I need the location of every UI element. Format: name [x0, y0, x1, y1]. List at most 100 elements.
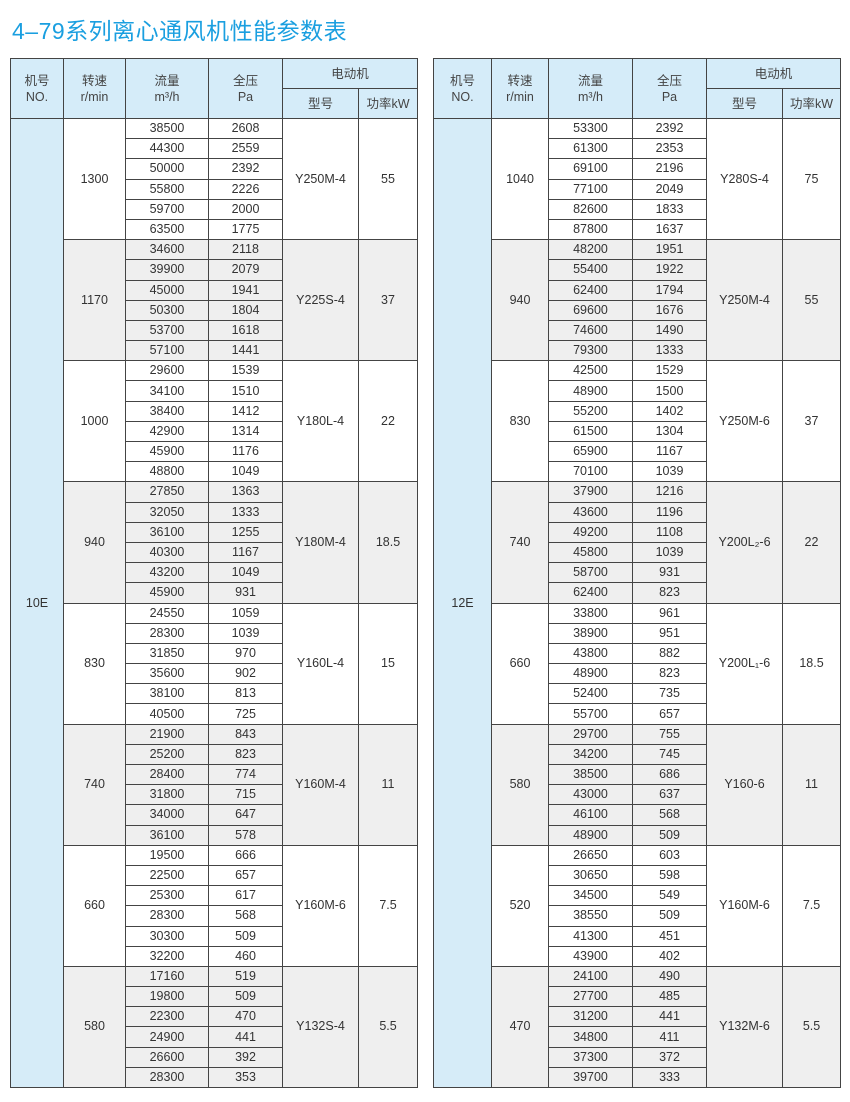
flow-cell: 55400 [548, 259, 633, 281]
motor-power-cell: 37 [357, 239, 419, 362]
table-row: 1000 29600 1539 Y180L-4 22 [11, 360, 419, 483]
motor-model-cell: Y180M-4 [282, 481, 359, 604]
table-row: 30300 509 [11, 925, 418, 947]
flow-cell: 25200 [125, 743, 209, 766]
flow-cell: 45900 [125, 440, 209, 463]
flow-cell: 29600 [125, 360, 209, 382]
flow-cell: 31200 [548, 1006, 633, 1028]
pressure-cell: 1529 [632, 360, 707, 382]
pressure-cell: 603 [632, 844, 707, 866]
flow-cell: 27850 [125, 481, 209, 503]
header-speed: 转速 r/min [63, 58, 126, 119]
flow-cell: 43000 [548, 784, 633, 806]
table-row: 82600 1833 [434, 198, 841, 220]
flow-cell: 42500 [548, 360, 633, 382]
table-row: 34000 647 [11, 804, 418, 826]
flow-cell: 36100 [125, 521, 209, 543]
table-row: 43900 402 [434, 945, 841, 967]
pressure-cell: 2608 [208, 117, 283, 140]
flow-cell: 26600 [125, 1046, 209, 1068]
flow-cell: 22500 [125, 864, 209, 887]
pressure-cell: 823 [632, 582, 707, 604]
motor-model-cell: Y160M-4 [282, 723, 359, 846]
table-row: 12E 1040 53300 2392 Y280S-4 75 [433, 117, 842, 1088]
pressure-cell: 460 [208, 945, 283, 967]
flow-cell: 50000 [125, 158, 209, 180]
pressure-cell: 2118 [208, 239, 283, 261]
flow-cell: 34800 [548, 1026, 633, 1048]
pressure-cell: 637 [632, 784, 707, 806]
page-title: 4–79系列离心通风机性能参数表 [12, 18, 348, 44]
pressure-cell: 1176 [208, 440, 283, 463]
pressure-cell: 961 [632, 602, 707, 624]
table-row: 30650 598 [434, 864, 841, 887]
pressure-cell: 2392 [208, 158, 283, 180]
pressure-cell: 411 [632, 1026, 707, 1048]
table-row: 43000 637 [434, 784, 841, 806]
table-row: 28300 568 [11, 905, 418, 927]
flow-cell: 52400 [548, 683, 633, 705]
table-row: 34500 549 [434, 885, 841, 907]
flow-cell: 30650 [548, 864, 633, 887]
table-row: 740 21900 843 Y160M-4 11 [11, 723, 419, 846]
pressure-cell: 1333 [208, 501, 283, 523]
pressure-cell: 2559 [208, 138, 283, 160]
header-model: 型号 [282, 88, 359, 119]
pressure-cell: 490 [632, 965, 707, 988]
pressure-cell: 519 [208, 965, 283, 988]
flow-cell: 43900 [548, 945, 633, 967]
table-row: 830 42500 1529 Y250M-6 37 [434, 360, 842, 483]
pressure-cell: 774 [208, 763, 283, 786]
pressure-cell: 823 [208, 743, 283, 766]
pressure-cell: 485 [632, 986, 707, 1008]
table-row: 69600 1676 [434, 299, 841, 321]
flow-cell: 44300 [125, 138, 209, 160]
pressure-cell: 441 [208, 1026, 283, 1048]
header-no: 机号 NO. [433, 58, 492, 119]
pressure-cell: 931 [632, 562, 707, 584]
table-row: 40500 725 [11, 703, 418, 725]
pressure-cell: 509 [208, 986, 283, 1008]
speed-cell: 520 [491, 844, 549, 967]
flow-cell: 45900 [125, 582, 209, 604]
pressure-cell: 1412 [208, 400, 283, 422]
flow-cell: 55200 [548, 400, 633, 422]
table-row: 53700 1618 [11, 319, 418, 342]
flow-cell: 29700 [548, 723, 633, 745]
pressure-cell: 882 [632, 642, 707, 665]
motor-model-cell: Y160M-6 [706, 844, 783, 967]
performance-table-10e: 机号 NO. 转速 r/min 流量 m³/h 全压 Pa 电动机 型号 功率kW 10… [10, 58, 419, 1089]
flow-cell: 38100 [125, 683, 209, 705]
flow-cell: 69600 [548, 299, 633, 321]
table-row: 31200 441 [434, 1006, 841, 1028]
motor-power-cell: 37 [781, 360, 842, 483]
flow-cell: 79300 [548, 340, 633, 362]
motor-model-cell: Y160-6 [706, 723, 783, 846]
flow-cell: 50300 [125, 299, 209, 321]
motor-model-cell: Y250M-4 [706, 239, 783, 362]
speed-cell: 580 [491, 723, 549, 846]
flow-cell: 38900 [548, 622, 633, 644]
motor-power-cell: 18.5 [781, 602, 842, 725]
table-row: 87800 1637 [434, 218, 841, 241]
flow-cell: 26650 [548, 844, 633, 866]
pressure-cell: 441 [632, 1006, 707, 1028]
pressure-cell: 1304 [632, 420, 707, 443]
table-row: 49200 1108 [434, 521, 841, 543]
pressure-cell: 509 [632, 824, 707, 846]
table-row: 45800 1039 [434, 541, 841, 564]
flow-cell: 38500 [548, 763, 633, 786]
pressure-cell: 1167 [632, 440, 707, 463]
table-row: 48900 1500 [434, 380, 841, 402]
table-row: 62400 823 [434, 582, 841, 604]
flow-cell: 61500 [548, 420, 633, 443]
pressure-cell: 843 [208, 723, 283, 745]
table-row: 43600 1196 [434, 501, 841, 523]
flow-cell: 38400 [125, 400, 209, 422]
table-row: 44300 2559 [11, 138, 418, 160]
table-row: 45900 1176 [11, 440, 418, 463]
speed-cell: 940 [63, 481, 126, 604]
motor-power-cell: 22 [781, 481, 842, 604]
pressure-cell: 617 [208, 885, 283, 907]
table-row: 940 27850 1363 Y180M-4 18.5 [11, 481, 419, 604]
